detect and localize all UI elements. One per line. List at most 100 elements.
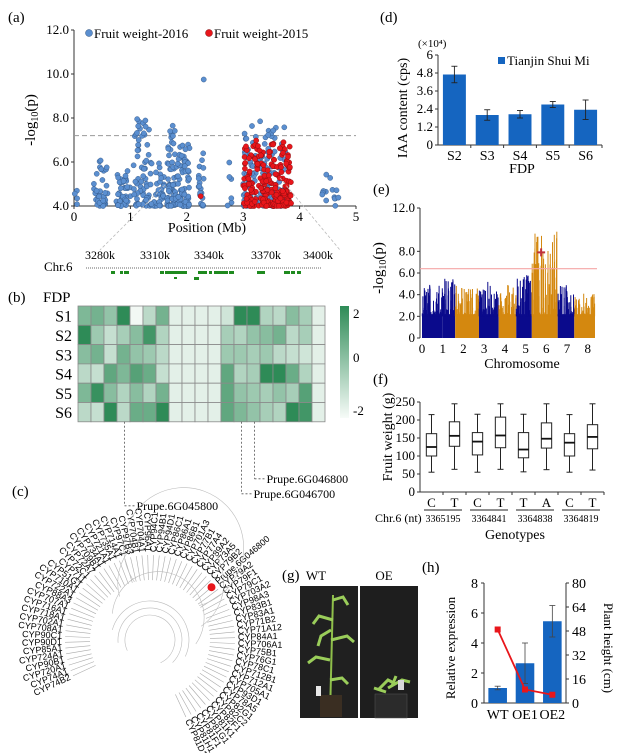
heatmap-cell (129, 324, 144, 345)
d-ytick-label: 1.2 (417, 119, 433, 134)
point-2016 (270, 127, 277, 134)
heatmap-cell (246, 344, 261, 365)
f-allele-label: T (520, 495, 528, 510)
heatmap-cell (259, 402, 274, 423)
f-box (563, 433, 576, 457)
tree-leaf: CYP75B1 (237, 644, 277, 658)
heatmap-cell (311, 324, 326, 345)
panel-label-f: (f) (373, 372, 388, 388)
d-ylabel: IAA content (cps) (396, 58, 411, 159)
tree-leaf: CYP85A1 (23, 643, 63, 657)
point-2016 (165, 145, 172, 152)
heatmap-cell (155, 363, 170, 384)
h-y2tick-label: 16 (572, 673, 586, 688)
point-2016 (167, 202, 174, 209)
tree-branch (82, 587, 103, 604)
e-ytick-label: 4.0 (399, 287, 415, 302)
point-2015 (287, 192, 294, 199)
f-row-label: Chr.6 (nt) (375, 511, 422, 525)
chr-label: Chr.6 (44, 259, 73, 274)
e-xtick-label: 8 (584, 341, 591, 356)
point-2016 (181, 163, 188, 169)
tree-branch (94, 575, 112, 595)
heatmap-cell (168, 363, 183, 384)
point-2016 (158, 175, 164, 181)
f-box (494, 416, 507, 449)
heatmap-cell (207, 324, 222, 345)
tree-branch (202, 598, 225, 612)
heatmap-cell (259, 363, 274, 384)
point-2015 (242, 185, 248, 192)
heatmap-cell (220, 324, 235, 345)
a-ytick-label: 12.0 (46, 22, 69, 37)
gene-annotation: Prupe.6G045800 (137, 499, 219, 513)
point-2015 (277, 195, 284, 202)
f-group-position: 3364819 (564, 514, 599, 525)
point-2015 (271, 156, 278, 163)
track-tick-4: 3400k (303, 248, 333, 262)
heatmap-cell (181, 324, 196, 345)
point-2016 (147, 181, 154, 188)
tree-branch (164, 557, 172, 582)
a-xtick-label: 4 (296, 209, 303, 224)
point-2016 (196, 183, 203, 190)
heatmap-cell (181, 344, 196, 365)
tree-branch (179, 566, 193, 589)
heatmap-cell (298, 324, 313, 345)
point-2015 (276, 145, 283, 152)
point-2016 (98, 166, 105, 172)
point-2016 (142, 117, 149, 124)
h-height-point (549, 691, 556, 698)
point-2016 (200, 175, 207, 182)
point-2016 (261, 141, 268, 147)
panel-f: (f) Fruit weight (g) Chr.6 (nt) Genotype… (373, 372, 605, 543)
a-ytick-label: 6.0 (53, 154, 69, 169)
point-2016 (199, 201, 206, 208)
tree-branch (189, 576, 207, 596)
tree-branch (135, 556, 141, 581)
f-allele-label: T (497, 495, 505, 510)
point-2015 (254, 161, 261, 167)
chromosome-band (478, 314, 499, 338)
tree-branch (70, 661, 95, 671)
point-2016 (135, 201, 142, 207)
gene-feature (111, 271, 115, 274)
point-2016 (170, 182, 176, 188)
heatmap-cell (194, 402, 209, 423)
heatmap-cell (272, 402, 287, 423)
heatmap-cell (259, 382, 274, 403)
tree-leaf: CYP94B1 (154, 513, 168, 553)
point-2015 (275, 203, 282, 209)
point-2016 (185, 167, 191, 174)
gene-feature (284, 271, 290, 274)
track-tick-2: 3340k (194, 248, 224, 262)
a-legend: Fruit weight-2016 Fruit weight-2015 (85, 26, 308, 41)
tree-branch (66, 624, 92, 630)
h-height-point (522, 686, 528, 693)
chromosome-band (574, 314, 595, 338)
point-2016 (200, 150, 206, 157)
tree-branch (103, 568, 118, 590)
point-2016 (174, 160, 181, 167)
heatmap-cell (285, 305, 300, 326)
heatmap-cell (77, 324, 92, 345)
chromosome-band (455, 314, 479, 338)
heatmap-cell (298, 305, 313, 326)
gene-annotation: Prupe.6G046800 (267, 472, 349, 486)
e-xtick-label: 0 (419, 341, 426, 356)
point-2016 (172, 151, 178, 158)
point-2016 (115, 174, 121, 181)
point-2015 (245, 175, 252, 182)
heatmap-cell (194, 324, 209, 345)
point-2016 (122, 172, 129, 179)
gene-feature (180, 271, 184, 274)
tree-branch (208, 650, 234, 656)
track-tick-3: 3370k (251, 248, 281, 262)
genome-manhattan-plot: 02.04.06.08.012.00 1 2 3 4 5 6 7 8 (392, 200, 597, 356)
point-2015 (268, 189, 275, 196)
f-ytick-label: 50 (402, 466, 415, 481)
peak-point-2016 (200, 76, 207, 83)
point-2016 (143, 157, 150, 164)
gene-feature (209, 271, 212, 274)
point-2015 (243, 195, 250, 202)
